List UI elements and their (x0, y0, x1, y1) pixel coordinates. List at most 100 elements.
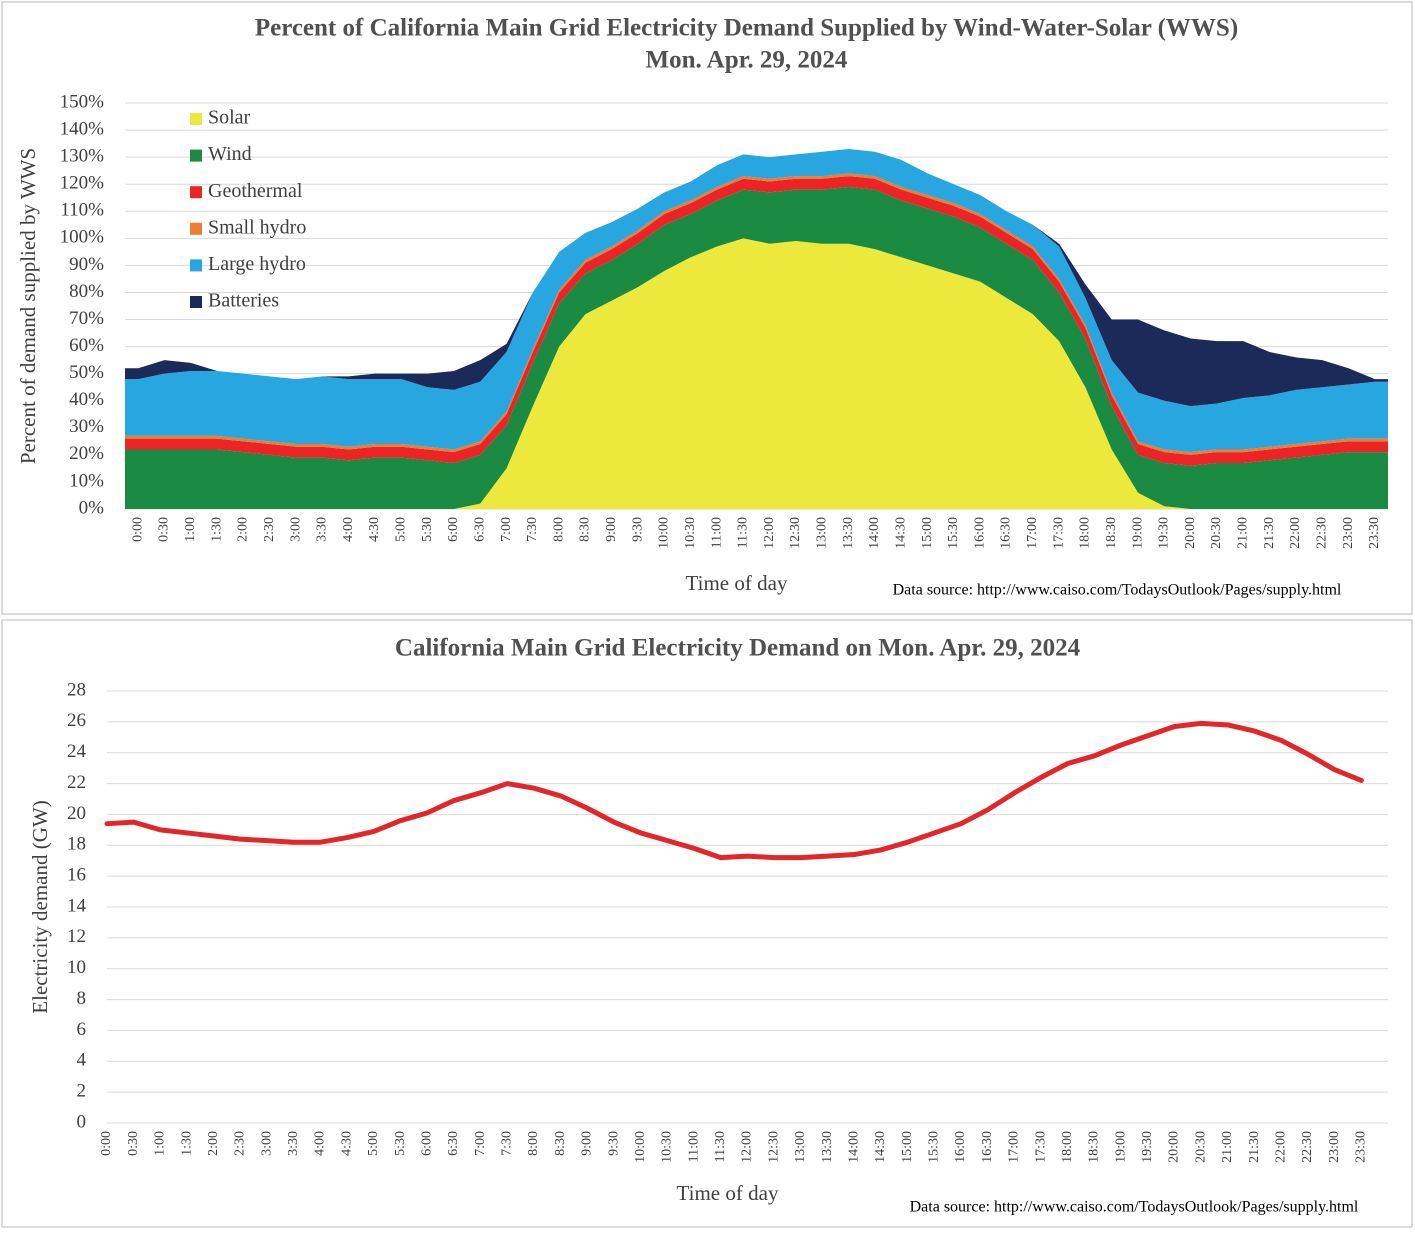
line (104, 720, 1364, 861)
y-tick-label: 6 (77, 1019, 87, 1040)
legend-label: Large hydro (208, 253, 306, 275)
legend-swatch (190, 149, 202, 162)
y-tick-label: 22 (67, 772, 86, 793)
data-source: Data source: http://www.caiso.com/Todays… (893, 582, 1342, 599)
x-tick-label: 18:00 (1060, 1131, 1075, 1163)
legend-label: Geothermal (208, 180, 303, 202)
chart-title: California Main Grid Electricity Demand … (395, 635, 1081, 662)
x-tick-label: 23:00 (1341, 517, 1356, 549)
x-tick-label: 15:30 (927, 1131, 942, 1163)
x-tick-label: 9:30 (606, 1131, 621, 1156)
x-tick-label: 9:00 (604, 517, 619, 542)
y-tick-label: 80% (69, 281, 104, 302)
y-axis-label: Percent of demand supplied by WWS (16, 148, 40, 464)
chart-title: Percent of California Main Grid Electric… (255, 15, 1238, 42)
x-tick-label: 4:00 (313, 1131, 328, 1156)
x-tick-label: 18:30 (1104, 517, 1119, 549)
y-tick-label: 120% (60, 173, 105, 194)
y-tick-label: 10% (69, 470, 104, 491)
x-tick-label: 4:30 (339, 1131, 354, 1156)
y-tick-label: 90% (69, 254, 104, 275)
x-tick-label: 7:30 (500, 1131, 515, 1156)
x-tick-label: 15:30 (946, 517, 961, 549)
legend-swatch (190, 113, 202, 125)
y-tick-label: 0 (77, 1111, 87, 1132)
y-tick-label: 24 (67, 741, 87, 762)
area (125, 149, 1388, 453)
x-tick-label: 16:00 (953, 1131, 968, 1163)
legend-label: Solar (208, 107, 251, 129)
x-tick-label: 11:00 (709, 517, 724, 548)
x-tick-label: 0:30 (157, 517, 172, 542)
x-tick-label: 23:00 (1327, 1131, 1342, 1163)
x-tick-label: 4:30 (367, 517, 382, 542)
x-tick-label: 6:30 (446, 1131, 461, 1156)
x-tick-label: 15:00 (920, 517, 935, 549)
x-tick-label: 10:00 (633, 1131, 648, 1163)
y-tick-label: 130% (60, 145, 105, 166)
x-tick-label: 14:00 (846, 1131, 861, 1163)
x-tick-label: 20:30 (1193, 1131, 1208, 1163)
x-tick-label: 5:30 (420, 517, 435, 542)
x-tick-label: 8:00 (526, 1131, 541, 1156)
x-tick-label: 9:00 (580, 1131, 595, 1156)
x-tick-label: 22:30 (1300, 1131, 1315, 1163)
x-tick-label: 23:30 (1354, 1131, 1369, 1163)
x-tick-label: 20:30 (1209, 517, 1224, 549)
legend-label: Small hydro (208, 216, 306, 238)
x-tick-label: 10:00 (657, 517, 672, 549)
x-tick-label: 19:30 (1157, 517, 1172, 549)
x-tick-label: 6:00 (446, 517, 461, 542)
x-tick-label: 7:00 (499, 517, 514, 542)
x-tick-label: 21:30 (1247, 1131, 1262, 1163)
y-tick-label: 18 (67, 834, 86, 855)
y-tick-label: 110% (60, 200, 104, 221)
x-tick-label: 17:00 (1025, 517, 1040, 549)
legend-label: Batteries (208, 290, 279, 312)
x-axis-label: Time of day (686, 571, 788, 595)
x-tick-label: 3:30 (286, 1131, 301, 1156)
x-tick-label: 8:30 (553, 1131, 568, 1156)
data-source: Data source: http://www.caiso.com/Todays… (910, 1199, 1359, 1216)
x-tick-label: 11:00 (686, 1131, 701, 1162)
x-tick-label: 19:00 (1130, 517, 1145, 549)
x-tick-label: 17:30 (1051, 517, 1066, 549)
x-tick-label: 11:30 (713, 1131, 728, 1162)
x-tick-label: 19:30 (1140, 1131, 1155, 1163)
y-tick-label: 0% (79, 497, 105, 518)
x-tick-label: 2:00 (206, 1131, 221, 1156)
x-tick-label: 7:00 (473, 1131, 488, 1156)
x-tick-label: 17:00 (1007, 1131, 1022, 1163)
x-tick-label: 3:00 (288, 517, 303, 542)
x-tick-label: 2:30 (233, 1131, 248, 1156)
x-tick-label: 0:30 (126, 1131, 141, 1156)
x-tick-label: 5:00 (366, 1131, 381, 1156)
x-tick-label: 17:30 (1033, 1131, 1048, 1163)
x-tick-label: 3:00 (259, 1131, 274, 1156)
x-tick-label: 12:00 (740, 1131, 755, 1163)
x-tick-label: 20:00 (1167, 1131, 1182, 1163)
x-tick-label: 19:00 (1113, 1131, 1128, 1163)
y-tick-label: 26 (67, 710, 86, 731)
area (125, 238, 1388, 510)
x-tick-label: 1:00 (183, 517, 198, 542)
x-tick-label: 21:30 (1262, 517, 1277, 549)
x-tick-label: 3:30 (315, 517, 330, 542)
x-tick-label: 20:00 (1183, 517, 1198, 549)
x-tick-label: 10:30 (683, 517, 698, 549)
x-tick-label: 7:30 (525, 517, 540, 542)
x-tick-label: 16:00 (972, 517, 987, 549)
y-tick-label: 70% (69, 308, 104, 329)
legend-label: Wind (208, 143, 252, 165)
y-tick-label: 8 (77, 988, 87, 1009)
area (125, 149, 1388, 407)
x-tick-label: 5:30 (393, 1131, 408, 1156)
y-tick-label: 14 (67, 895, 87, 916)
x-tick-label: 1:30 (179, 1131, 194, 1156)
legend-swatch (190, 259, 202, 272)
y-tick-label: 60% (69, 335, 104, 356)
y-tick-label: 28 (67, 679, 86, 700)
x-tick-label: 1:30 (209, 517, 224, 542)
x-tick-label: 10:30 (660, 1131, 675, 1163)
x-tick-label: 18:00 (1078, 517, 1093, 549)
